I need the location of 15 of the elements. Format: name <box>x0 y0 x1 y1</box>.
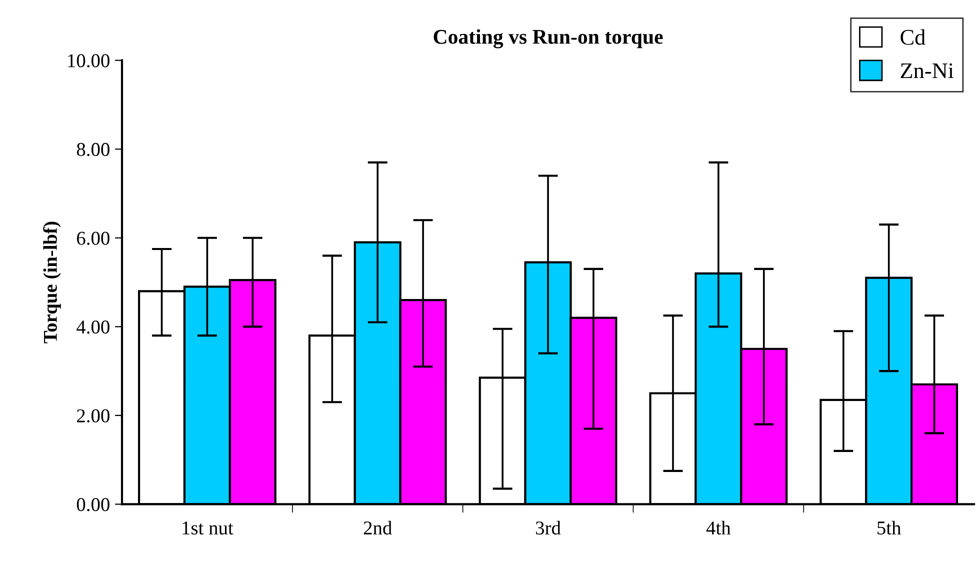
x-tick-label: 3rd <box>536 520 561 535</box>
legend-label: Cd <box>900 29 926 45</box>
y-tick-label: 4.00 <box>76 320 110 334</box>
y-axis-title: Torque (in-lbf) <box>43 222 61 344</box>
y-tick-label: 2.00 <box>77 409 110 422</box>
x-tick-label: 5th <box>878 520 902 535</box>
y-tick-label: 8.00 <box>76 142 110 156</box>
x-tick-label: 1st nut <box>182 522 234 535</box>
chart-title: Coating vs Run-on torque <box>434 29 663 48</box>
y-tick-label: 6.00 <box>77 232 110 245</box>
x-tick-label: 4th <box>706 520 731 535</box>
y-tick-label: 0.00 <box>76 498 110 512</box>
y-tick-label: 10.00 <box>68 54 110 68</box>
x-tick-label: 2nd <box>364 520 392 535</box>
legend-label: Zn-Ni <box>900 63 954 78</box>
